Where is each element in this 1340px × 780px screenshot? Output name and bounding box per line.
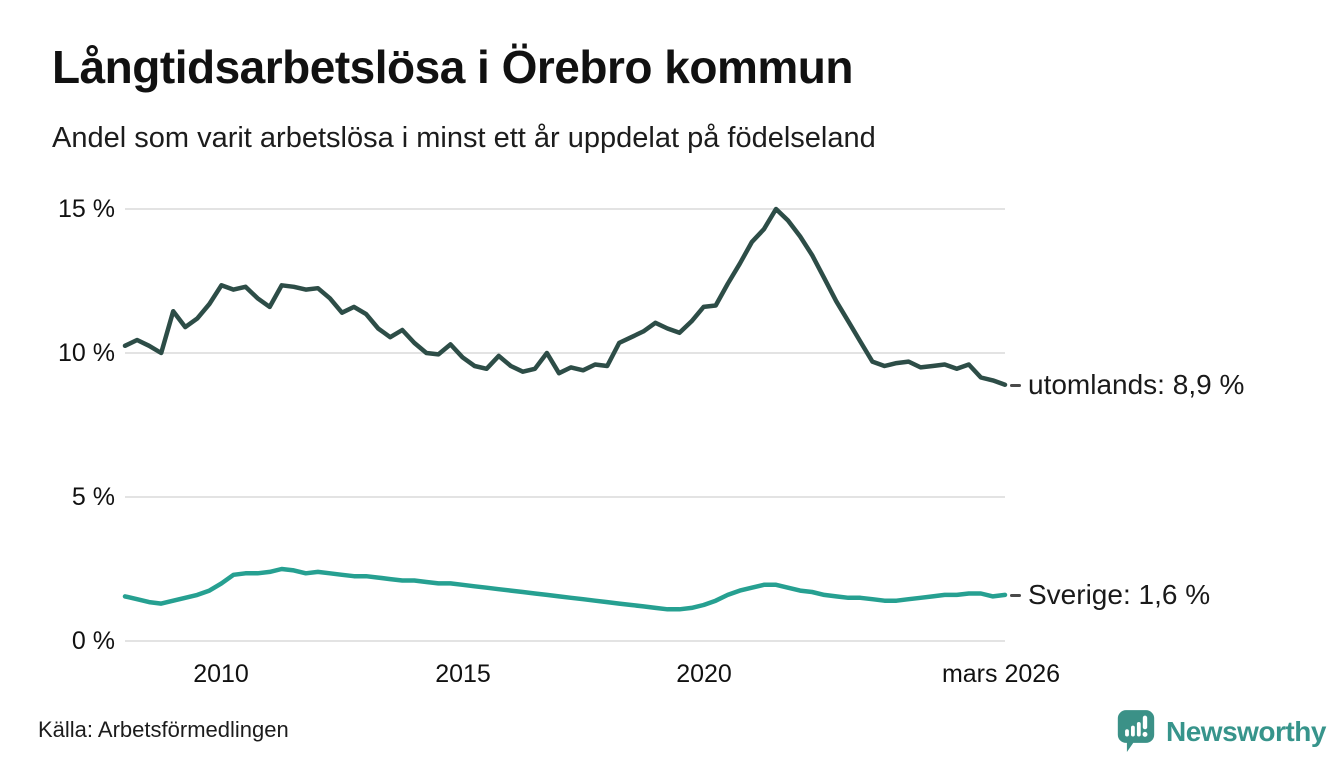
series-line-Sverige — [122, 566, 1008, 612]
y-axis-tick-15: 15 % — [58, 195, 115, 223]
y-axis-tick-10: 10 % — [58, 339, 115, 367]
series-label-utomlands: utomlands: 8,9 % — [1010, 368, 1244, 402]
newsworthy-bubble-icon — [1117, 710, 1155, 752]
series-line-utomlands — [122, 206, 1008, 387]
y-axis-tick-5: 5 % — [71, 483, 115, 511]
newsworthy-wordmark: Newsworthy — [1166, 716, 1326, 747]
newsworthy-logo: Newsworthy — [1116, 708, 1326, 756]
label-dash-icon — [1010, 383, 1021, 387]
x-axis-tick-2015: 2015 — [435, 660, 491, 688]
series-label-text: utomlands: 8,9 % — [1028, 369, 1245, 400]
source-attribution: Källa: Arbetsförmedlingen — [38, 717, 289, 742]
x-axis-tick-mars-2026: mars 2026 — [941, 660, 1061, 688]
label-dash-icon — [1010, 593, 1021, 597]
page-title: Långtidsarbetslösa i Örebro kommun — [52, 41, 853, 93]
series-label-sverige: Sverige: 1,6 % — [1010, 578, 1210, 612]
y-axis-tick-0: 0 % — [71, 627, 115, 655]
chart-subtitle: Andel som varit arbetslösa i minst ett å… — [52, 122, 876, 154]
x-axis-tick-2010: 2010 — [193, 660, 249, 688]
series-label-text: Sverige: 1,6 % — [1028, 579, 1211, 610]
x-axis-tick-2020: 2020 — [676, 660, 732, 688]
